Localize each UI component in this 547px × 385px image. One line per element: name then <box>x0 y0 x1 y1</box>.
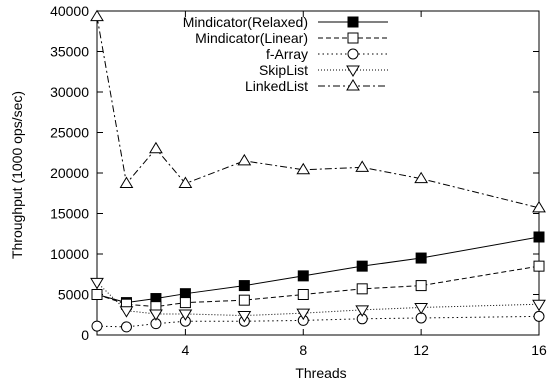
data-point <box>237 153 252 166</box>
data-point <box>533 231 545 243</box>
legend-marker <box>347 32 359 44</box>
data-point <box>356 283 368 295</box>
data-point <box>238 294 250 306</box>
data-point <box>238 280 250 292</box>
data-point <box>355 160 370 172</box>
x-tick-label: 12 <box>413 342 429 358</box>
y-tick-label: 0 <box>81 327 89 343</box>
y-tick-label: 20000 <box>50 165 89 181</box>
y-tick-label: 30000 <box>50 84 89 100</box>
legend-label: Mindicator(Linear) <box>195 30 308 46</box>
legend-label: f-Array <box>266 46 308 62</box>
data-point <box>532 200 546 213</box>
data-point <box>91 289 103 300</box>
legend-entry: Mindicator(Linear) <box>195 30 388 46</box>
legend-marker <box>347 16 359 28</box>
data-point <box>178 176 193 189</box>
series-line <box>96 236 540 304</box>
data-point <box>90 277 104 290</box>
data-point <box>415 280 427 292</box>
data-point <box>415 252 427 264</box>
legend-marker <box>346 65 360 77</box>
data-point <box>237 311 252 323</box>
data-point <box>414 302 429 315</box>
data-point <box>179 297 191 309</box>
data-point <box>356 260 368 272</box>
x-axis-title: Threads <box>295 365 346 381</box>
data-point <box>296 308 311 321</box>
legend-entry: LinkedList <box>245 78 388 94</box>
data-point <box>532 299 546 312</box>
legend-label: LinkedList <box>245 78 308 94</box>
x-tick-label: 8 <box>299 342 307 358</box>
series-line <box>96 16 540 209</box>
data-point <box>296 162 311 175</box>
legend-entry: SkipList <box>259 62 388 78</box>
y-tick-label: 35000 <box>50 44 89 60</box>
plot-frame <box>96 10 540 336</box>
data-point <box>149 309 163 321</box>
legend-label: Mindicator(Relaxed) <box>183 14 308 30</box>
data-point <box>533 310 545 322</box>
y-tick-label: 15000 <box>50 206 89 222</box>
x-tick-label: 16 <box>531 342 547 358</box>
series-5 <box>90 9 546 213</box>
y-tick-label: 25000 <box>50 125 89 141</box>
legend-marker <box>346 79 360 91</box>
data-point <box>149 141 163 154</box>
data-point <box>178 309 193 321</box>
series-4 <box>90 277 546 323</box>
legend-marker <box>347 48 359 60</box>
series-line <box>96 281 540 317</box>
data-point <box>119 306 134 318</box>
data-point <box>297 270 309 282</box>
data-point <box>91 320 103 332</box>
x-tick-label: 4 <box>182 342 190 358</box>
legend-label: SkipList <box>259 62 308 78</box>
series-line <box>96 315 540 328</box>
y-axis-title: Throughput (1000 ops/sec) <box>9 91 25 259</box>
data-point <box>533 260 545 272</box>
series-2 <box>91 260 545 313</box>
legend-entry: f-Array <box>266 46 388 62</box>
data-point <box>355 305 370 317</box>
legend-entry: Mindicator(Relaxed) <box>183 14 388 30</box>
data-point <box>415 312 427 324</box>
data-point <box>120 321 132 333</box>
series-line <box>96 265 540 308</box>
y-tick-label: 10000 <box>50 246 89 262</box>
series-1 <box>91 231 545 309</box>
data-point <box>90 9 104 22</box>
data-point <box>297 289 309 300</box>
y-tick-label: 40000 <box>50 3 89 19</box>
data-point <box>414 171 429 184</box>
data-point <box>119 176 134 189</box>
y-tick-label: 5000 <box>58 287 89 303</box>
